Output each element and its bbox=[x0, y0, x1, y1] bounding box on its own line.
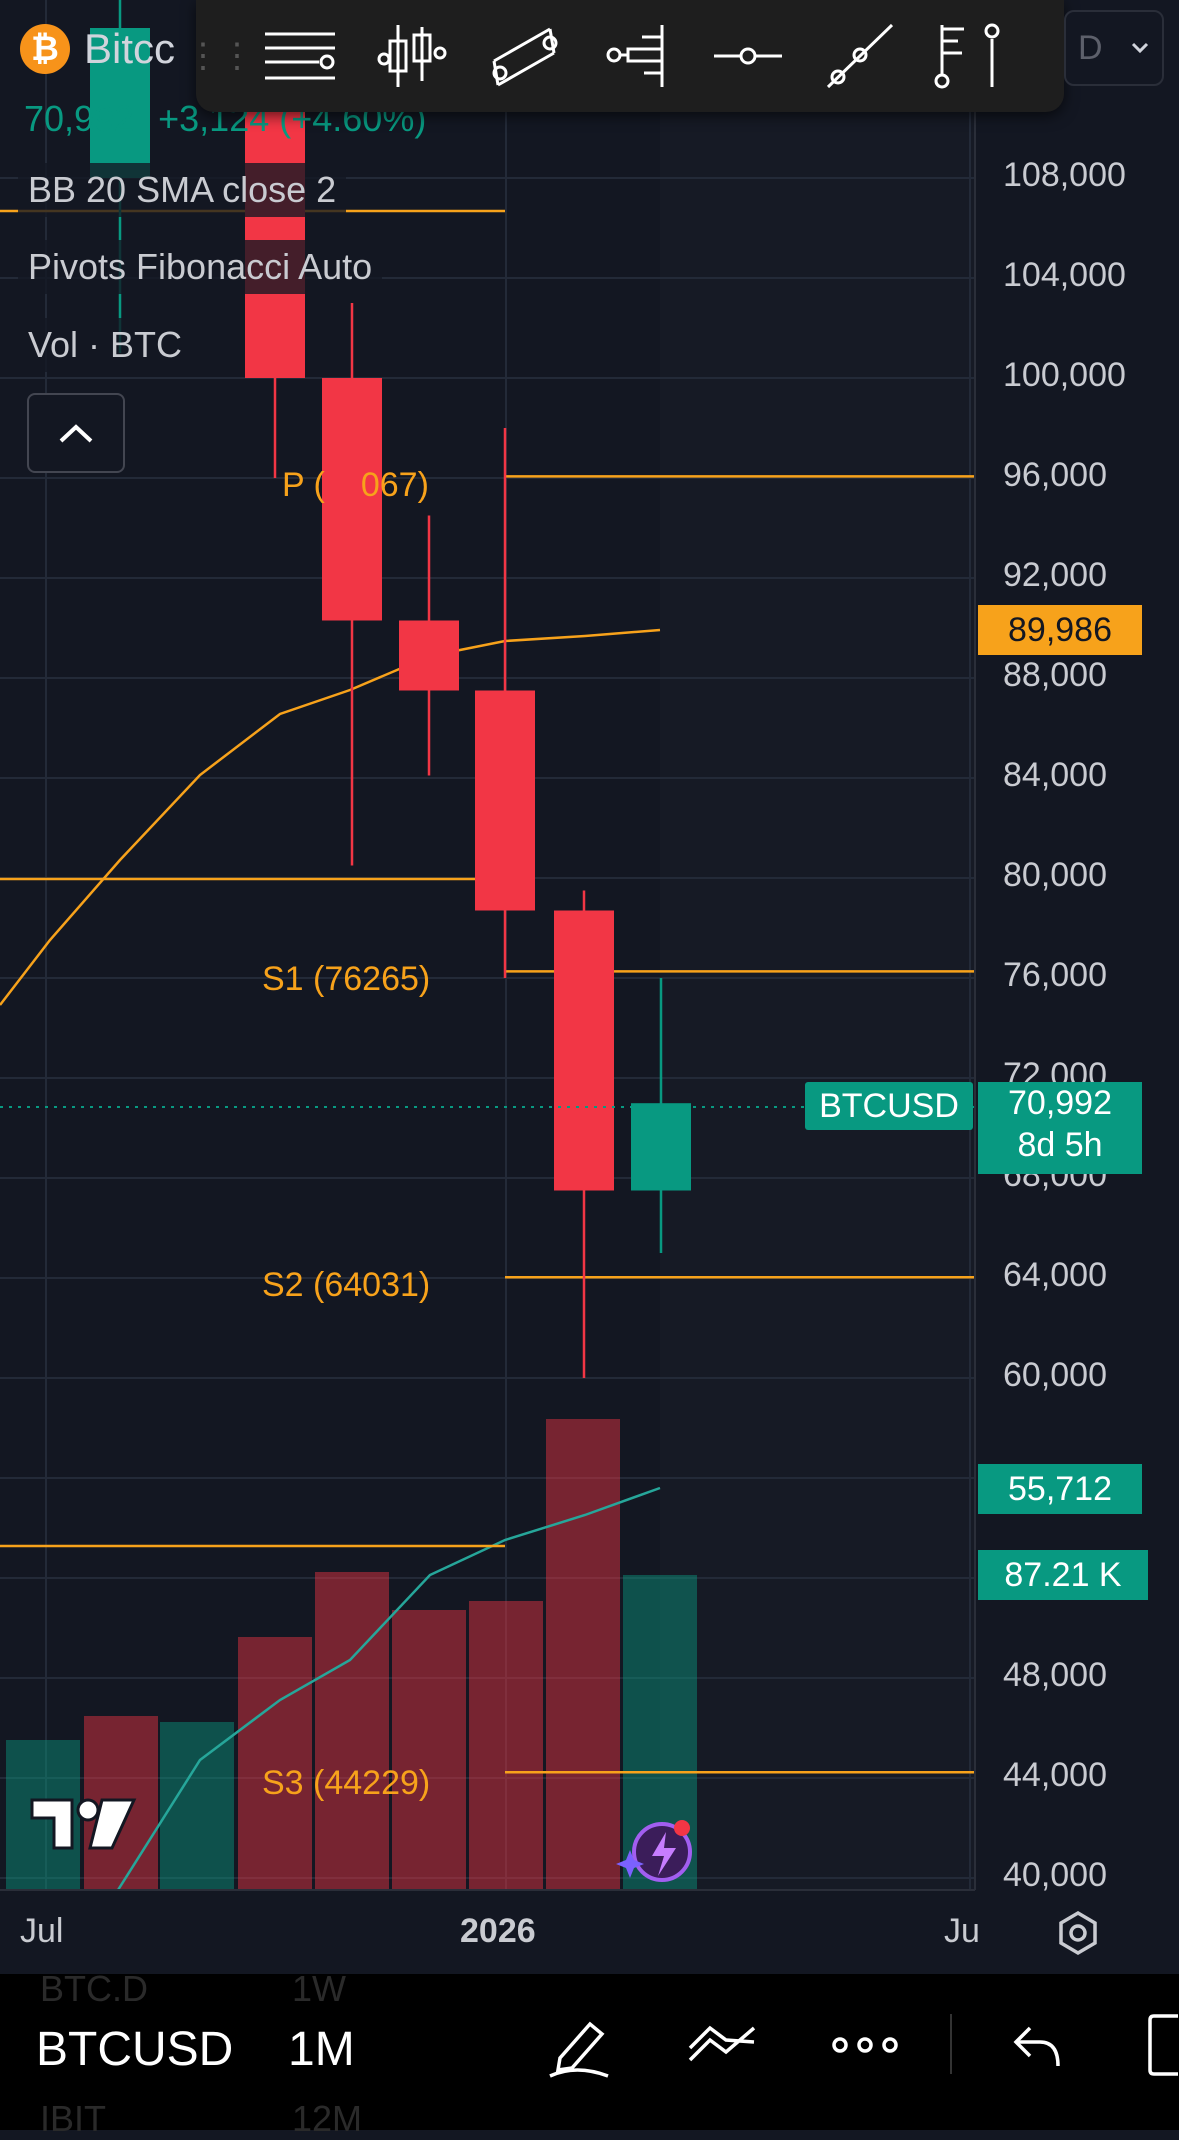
drag-handle-icon[interactable]: ⋮⋮ bbox=[186, 37, 254, 75]
bitcoin-icon: ₿ bbox=[20, 24, 70, 74]
tradingview-logo[interactable] bbox=[28, 1796, 138, 1857]
chevron-up-icon bbox=[59, 424, 93, 443]
indicator-pivots[interactable]: Pivots Fibonacci Auto bbox=[18, 240, 383, 294]
candle-body[interactable] bbox=[90, 28, 150, 178]
price-axis-label: 96,000 bbox=[1003, 456, 1107, 494]
symbol-name: Bitcc bbox=[84, 25, 176, 72]
time-label-jul: Jul bbox=[20, 1912, 64, 1950]
bottom-bar: BTC.D 1W BTCUSD 1M IBIT 12M bbox=[0, 1968, 1179, 2139]
pivot-label-p: P (067) bbox=[282, 466, 429, 504]
price-axis-label: 40,000 bbox=[1003, 1856, 1107, 1894]
time-label-2026: 2026 bbox=[460, 1912, 536, 1950]
ghost-symbol-1: BTC.D bbox=[40, 1968, 148, 2009]
chart-canvas[interactable] bbox=[0, 0, 1179, 1970]
price-axis-label: 88,000 bbox=[1003, 656, 1107, 694]
volume-bar bbox=[546, 1419, 620, 1890]
chevron-down-icon bbox=[1131, 42, 1149, 54]
candle-body[interactable] bbox=[554, 910, 614, 1191]
toolbar-divider bbox=[950, 2014, 952, 2074]
symbol-name-tag: BTCUSD bbox=[805, 1082, 973, 1130]
price-axis-label: 76,000 bbox=[1003, 956, 1107, 994]
last-price-tag: 70,992 8d 5h bbox=[978, 1082, 1142, 1174]
price-axis-label: 100,000 bbox=[1003, 356, 1126, 394]
price-axis-label: 48,000 bbox=[1003, 1656, 1107, 1694]
candle-body[interactable] bbox=[631, 1103, 691, 1191]
price-axis-label: 80,000 bbox=[1003, 856, 1107, 894]
symbol-price-row: 70,992 +3,124 (+4.60%) bbox=[24, 98, 426, 140]
future-region bbox=[660, 0, 975, 1890]
volume-ma-tag: 55,712 bbox=[978, 1464, 1142, 1514]
grid-lines bbox=[0, 0, 975, 1890]
ghost-symbol-2: IBIT bbox=[40, 2098, 107, 2139]
candle-body[interactable] bbox=[399, 620, 459, 691]
price-axis-label: 60,000 bbox=[1003, 1356, 1107, 1394]
price-range-icon[interactable] bbox=[916, 0, 1028, 112]
ghost-interval-1: 1W bbox=[292, 1968, 346, 2009]
bar-countdown: 8d 5h bbox=[1017, 1126, 1103, 1164]
more-icon[interactable] bbox=[830, 2034, 900, 2061]
chart-settings-button[interactable] bbox=[1055, 1910, 1101, 1961]
volume-bar bbox=[238, 1637, 312, 1890]
candle-body[interactable] bbox=[475, 690, 535, 911]
volume-bar bbox=[469, 1601, 543, 1890]
volume-ma-line bbox=[116, 1486, 661, 1891]
parallel-channel-icon[interactable] bbox=[468, 0, 580, 112]
volume-bar bbox=[315, 1572, 389, 1890]
indicator-bb[interactable]: BB 20 SMA close 2 bbox=[18, 163, 347, 217]
volume-bar bbox=[392, 1610, 466, 1890]
pivot-label-s3: S3 (44229) bbox=[262, 1764, 431, 1802]
price-axis-label: 44,000 bbox=[1003, 1756, 1107, 1794]
price-axis-label: 108,000 bbox=[1003, 156, 1126, 194]
last-price-value: 70,992 bbox=[1008, 1084, 1112, 1122]
bb-value-tag: 89,986 bbox=[978, 605, 1142, 655]
horizontal-lines-icon[interactable] bbox=[244, 0, 356, 112]
draw-pencil-icon[interactable] bbox=[546, 2014, 612, 2085]
indicators-icon[interactable] bbox=[686, 2022, 758, 2075]
interval-dropdown-value: D bbox=[1078, 28, 1103, 67]
tradingview-logo-icon bbox=[30, 1798, 137, 1850]
pivot-label-s1: S1 (76265) bbox=[262, 960, 431, 998]
price-axis-label: 64,000 bbox=[1003, 1256, 1107, 1294]
collapse-legend-button[interactable] bbox=[27, 393, 125, 473]
sparkle-lightning-icon bbox=[616, 1820, 692, 1882]
time-label-jun: Ju bbox=[944, 1912, 980, 1950]
undo-icon[interactable] bbox=[1010, 2022, 1064, 2075]
candles-icon[interactable] bbox=[356, 0, 468, 112]
candle-body[interactable] bbox=[322, 378, 382, 621]
ai-assistant-button[interactable] bbox=[614, 1818, 692, 1882]
volume-tag: 87.21 K bbox=[978, 1550, 1148, 1600]
ghost-interval-2: 12M bbox=[292, 2098, 363, 2139]
price-axis-label: 92,000 bbox=[1003, 556, 1107, 594]
symbol-price: 70,992 bbox=[24, 98, 135, 139]
symbol-selector[interactable]: BTCUSD bbox=[36, 2023, 234, 2076]
bb-basis-line bbox=[0, 628, 661, 1006]
pivot-label-s2: S2 (64031) bbox=[262, 1266, 431, 1304]
drawing-toolbar[interactable]: ⋮⋮ bbox=[186, 0, 1064, 112]
fullscreen-icon[interactable] bbox=[1148, 2014, 1179, 2081]
price-axis-label: 104,000 bbox=[1003, 256, 1126, 294]
settings-gear-icon bbox=[1059, 1910, 1097, 1956]
indicator-volume[interactable]: Vol · BTC bbox=[18, 318, 193, 372]
price-axis-label: 84,000 bbox=[1003, 756, 1107, 794]
time-axis[interactable]: Jul 2026 Ju bbox=[0, 1892, 980, 1972]
volume-bars bbox=[6, 1419, 697, 1890]
interval-selector[interactable]: 1M bbox=[288, 2023, 355, 2076]
volume-profile-icon[interactable] bbox=[580, 0, 692, 112]
horizontal-ray-icon[interactable] bbox=[692, 0, 804, 112]
symbol-legend[interactable]: ₿ Bitcc bbox=[20, 24, 175, 74]
interval-dropdown[interactable]: D bbox=[1064, 10, 1164, 86]
trend-line-icon[interactable] bbox=[804, 0, 916, 112]
